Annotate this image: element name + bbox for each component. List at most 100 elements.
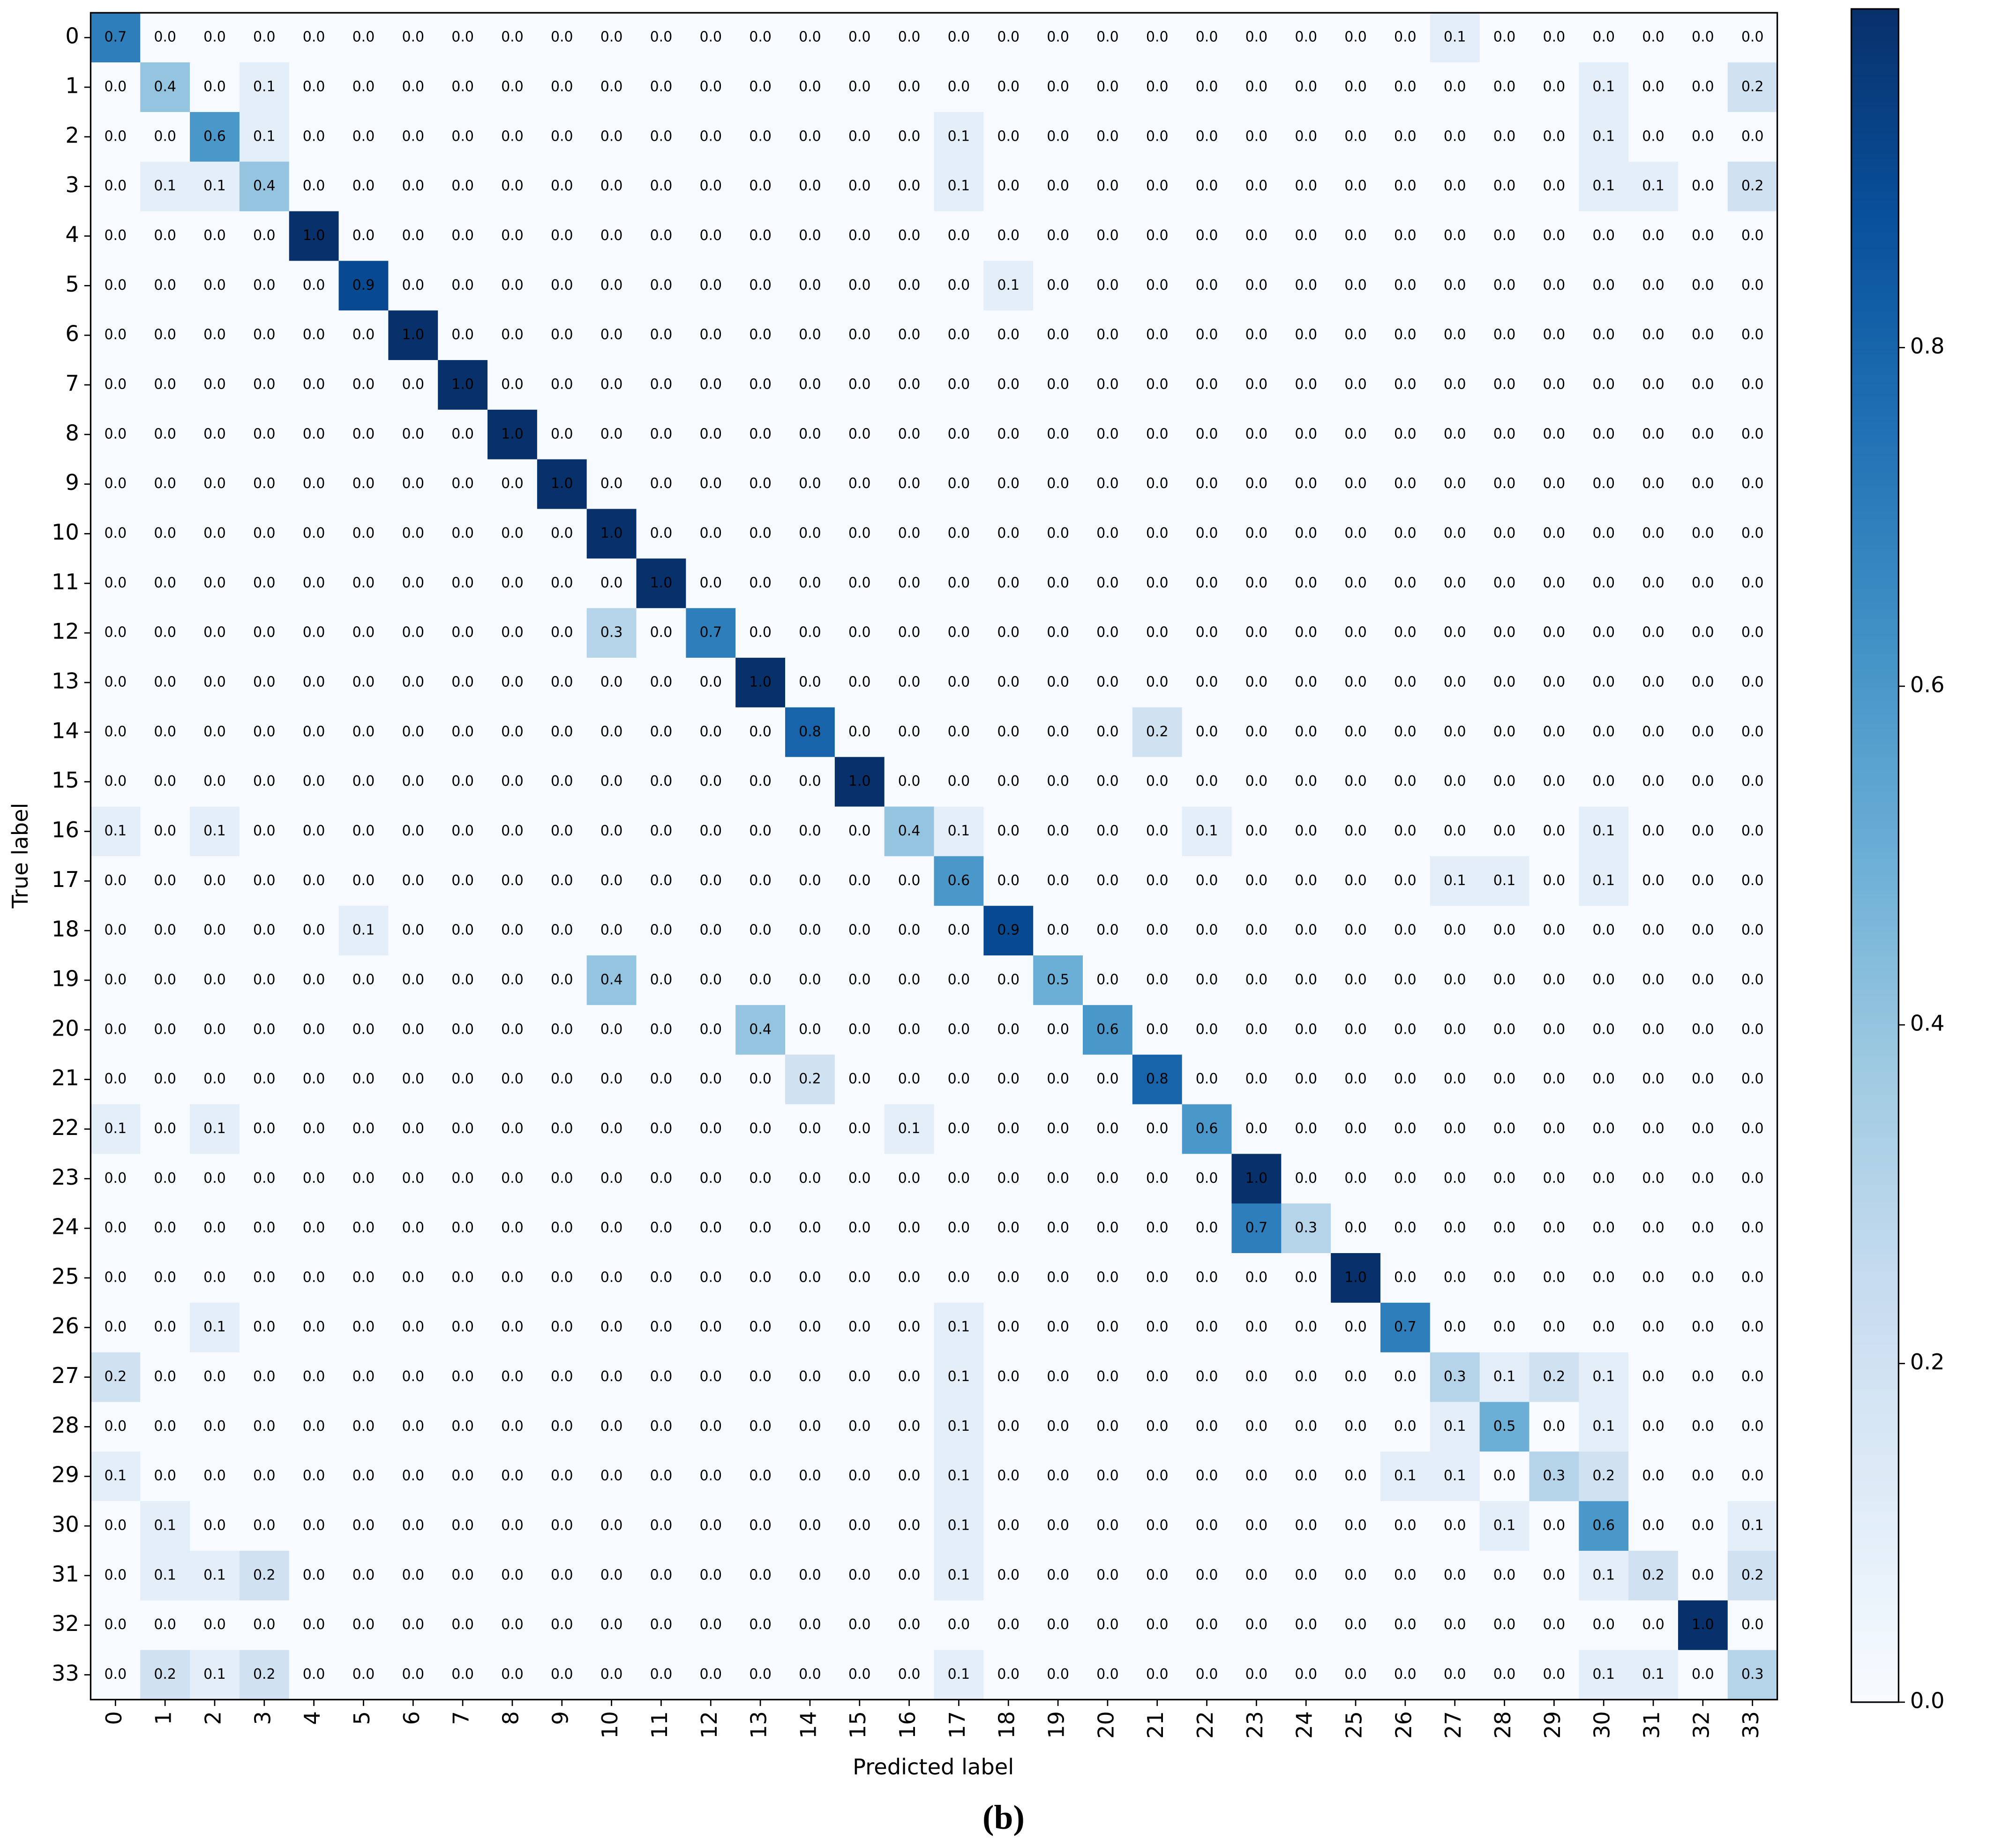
cell-label: 0.0 <box>1394 624 1417 641</box>
cell <box>1678 161 1728 212</box>
cell-label: 0.0 <box>501 79 524 95</box>
cell <box>1727 608 1778 658</box>
cell-label: 0.0 <box>898 773 921 789</box>
cell-label: 0.0 <box>1096 178 1119 194</box>
cell-label: 0.0 <box>104 872 127 889</box>
cell-label: 0.0 <box>1444 1319 1466 1335</box>
x-tick-label: 15 <box>845 1711 870 1739</box>
cell-label: 0.0 <box>1741 475 1764 492</box>
cell <box>1231 1054 1282 1105</box>
cell <box>1727 509 1778 559</box>
cell <box>934 608 984 658</box>
cell-label: 0.0 <box>501 327 524 343</box>
cell-label: 0.0 <box>551 1468 573 1484</box>
cell-label: 0.0 <box>1245 1567 1268 1583</box>
cell-label: 0.0 <box>799 79 821 95</box>
cell-label: 0.0 <box>1543 773 1566 789</box>
cell-label: 0.2 <box>1741 79 1764 95</box>
cell <box>438 955 488 1006</box>
cell <box>239 459 290 510</box>
cell <box>1628 658 1679 708</box>
cell <box>487 757 538 807</box>
cell-label: 1.0 <box>1344 1269 1367 1285</box>
cell-label: 0.0 <box>1741 277 1764 293</box>
cell <box>90 856 141 907</box>
cell <box>239 856 290 907</box>
cell <box>338 261 389 311</box>
cell-label: 0.0 <box>1096 475 1119 492</box>
cell-label: 0.0 <box>203 277 226 293</box>
cell-label: 0.0 <box>253 1616 276 1633</box>
cell-label: 0.0 <box>1493 1468 1516 1484</box>
cell-label: 0.0 <box>451 723 474 740</box>
cell-label: 0.0 <box>799 1666 821 1683</box>
cell-label: 0.0 <box>1592 426 1615 442</box>
y-tick-label: 28 <box>52 1412 79 1438</box>
cell-label: 0.0 <box>253 1170 276 1187</box>
cell <box>487 360 538 410</box>
cell-label: 0.0 <box>600 823 623 839</box>
cell <box>1082 856 1133 907</box>
cell-label: 0.0 <box>1295 1071 1317 1087</box>
cell-label: 0.1 <box>203 1567 226 1583</box>
cell-label: 0.0 <box>1344 624 1367 641</box>
cell-label: 0.0 <box>303 1567 325 1583</box>
cell <box>239 707 290 758</box>
cell-label: 0.0 <box>1444 1666 1466 1683</box>
cell-label: 0.2 <box>1146 723 1169 740</box>
cell-label: 0.0 <box>1096 773 1119 789</box>
cell-label: 0.0 <box>352 1120 375 1137</box>
cell-label: 0.0 <box>1741 624 1764 641</box>
cell-label: 0.0 <box>650 178 673 194</box>
cell-label: 0.0 <box>997 1368 1020 1385</box>
cell <box>1727 1005 1778 1055</box>
cell-label: 0.0 <box>154 575 176 591</box>
cell <box>983 261 1034 311</box>
cell-label: 0.0 <box>402 872 424 889</box>
cell-label: 0.0 <box>1543 29 1566 45</box>
cell-label: 0.0 <box>303 723 325 740</box>
cell <box>1082 13 1133 63</box>
cell <box>1479 707 1530 758</box>
cell-label: 0.0 <box>1146 29 1169 45</box>
cell-label: 0.0 <box>1642 1220 1665 1236</box>
cell <box>1182 409 1232 460</box>
cell-label: 0.0 <box>303 674 325 690</box>
cell-label: 0.0 <box>1543 823 1566 839</box>
cell-label: 0.0 <box>451 327 474 343</box>
cell-label: 0.0 <box>551 1170 573 1187</box>
cell-label: 0.0 <box>352 1418 375 1435</box>
cell-label: 0.0 <box>1096 624 1119 641</box>
cell-label: 0.0 <box>203 1468 226 1484</box>
cell-label: 0.0 <box>451 1071 474 1087</box>
cell <box>438 409 488 460</box>
cell-label: 0.0 <box>1741 525 1764 541</box>
cell-label: 0.0 <box>1444 1220 1466 1236</box>
cell-label: 0.1 <box>203 823 226 839</box>
cell-label: 0.0 <box>1592 773 1615 789</box>
cell-label: 0.0 <box>997 227 1020 244</box>
cell-label: 0.0 <box>303 1319 325 1335</box>
cell-label: 0.0 <box>1146 1319 1169 1335</box>
cell <box>686 310 736 361</box>
cell <box>1182 261 1232 311</box>
cell <box>438 261 488 311</box>
cell <box>487 558 538 609</box>
cell-label: 0.0 <box>1493 971 1516 988</box>
cell <box>1331 707 1381 758</box>
cell-label: 0.0 <box>1642 1071 1665 1087</box>
cell-label: 0.0 <box>1047 1269 1069 1285</box>
cell-label: 0.0 <box>948 1616 970 1633</box>
cell-label: 0.0 <box>997 723 1020 740</box>
cell-label: 0.0 <box>1295 624 1317 641</box>
cell <box>983 955 1034 1006</box>
cell-label: 0.3 <box>1444 1368 1466 1385</box>
cell <box>487 955 538 1006</box>
cell-label: 0.0 <box>1642 773 1665 789</box>
cell-label: 0.0 <box>1741 723 1764 740</box>
cell-label: 0.0 <box>1394 79 1417 95</box>
cell-label: 0.0 <box>699 1666 722 1683</box>
cell <box>636 955 687 1006</box>
cell <box>1727 13 1778 63</box>
